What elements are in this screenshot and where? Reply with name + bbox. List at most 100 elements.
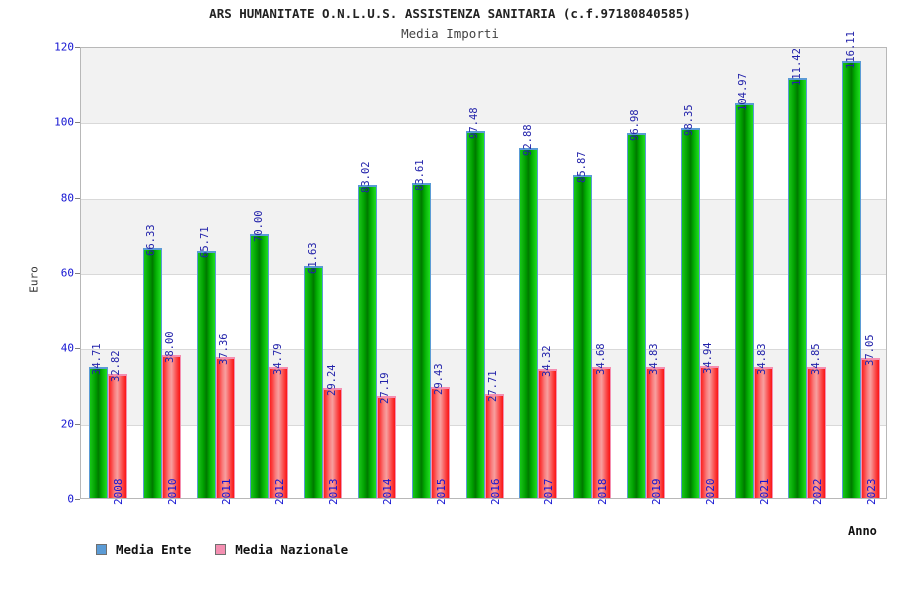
bar-value-label: 34.83 [756,343,768,375]
y-tick-label: 20 [60,417,74,431]
bar-ente-2018[interactable] [573,174,593,498]
bar-naz-2012[interactable] [269,366,289,498]
y-tick-label: 120 [54,40,74,54]
x-tick-label-2012: 2012 [273,478,287,506]
y-tick-label: 0 [67,492,74,506]
y-tick-label: 100 [54,115,74,129]
bar-naz-2023[interactable] [861,358,881,498]
bar-naz-2015[interactable] [430,387,450,498]
x-axis-label: Anno [848,524,877,538]
bar-naz-2018[interactable] [592,367,612,498]
bar-ente-2011[interactable] [196,250,216,498]
x-tick-label-2018: 2018 [596,478,610,506]
x-tick-label-2016: 2016 [488,478,502,506]
bar-value-label: 61.63 [306,242,319,274]
y-tick-mark [75,273,80,274]
legend-item-media-ente[interactable]: Media Ente [96,542,191,557]
bar-ente-2017[interactable] [519,148,539,498]
bar-value-label: 96.98 [629,109,642,141]
bar-ente-2008[interactable] [88,367,108,498]
bar-naz-2019[interactable] [645,366,665,498]
bar-ente-2022[interactable] [788,78,808,498]
bar-ente-2015[interactable] [411,183,431,498]
y-tick-mark [75,423,80,425]
legend-swatch-icon [215,544,227,555]
bar-naz-2011[interactable] [215,357,235,498]
x-tick-label-2015: 2015 [434,478,448,506]
bar-naz-2010[interactable] [161,354,181,498]
x-tick-label-2010: 2010 [165,478,179,506]
x-tick-label-2022: 2022 [811,478,825,506]
bar-naz-2021[interactable] [753,366,773,498]
bar-naz-2020[interactable] [699,366,719,498]
legend-label: Media Nazionale [235,542,349,557]
bar-ente-2012[interactable] [250,234,270,498]
bar-value-label: 32.82 [110,350,123,383]
x-tick-label-2021: 2021 [757,478,771,506]
y-axis-label: Euro [27,266,41,293]
bar-naz-2016[interactable] [484,393,504,498]
x-tick-label-2023: 2023 [865,478,879,506]
y-tick-mark [75,47,80,48]
bar-value-label: 38.00 [164,331,177,363]
bar-ente-2010[interactable] [142,248,162,498]
bar-naz-2017[interactable] [538,368,558,498]
bar-ente-2020[interactable] [680,127,700,498]
bar-naz-2022[interactable] [807,366,827,498]
bar-value-label: 34.71 [91,343,104,376]
x-tick-label-2017: 2017 [542,478,556,506]
gridline [81,123,886,125]
bar-value-label: 85.87 [575,150,588,183]
x-tick-label-2019: 2019 [649,478,663,506]
bar-ente-2014[interactable] [357,185,377,498]
x-tick-label-2013: 2013 [327,478,341,506]
bar-value-label: 65.71 [199,226,211,259]
chart-subtitle: Media Importi [401,26,499,41]
bar-ente-2016[interactable] [465,130,485,498]
bar-ente-2013[interactable] [304,265,324,498]
bar-value-label: 70.00 [252,210,265,243]
y-tick-mark [75,197,80,199]
bar-value-label: 98.35 [683,103,696,136]
bar-value-label: 34.83 [648,343,661,375]
legend-item-media-nazionale[interactable]: Media Nazionale [215,542,348,557]
bar-value-label: 111.42 [790,48,803,87]
x-tick-label-2020: 2020 [703,478,717,506]
bar-value-label: 34.68 [594,343,607,376]
bar-value-label: 116.11 [844,30,857,69]
x-tick-label-2014: 2014 [380,478,394,506]
bar-naz-2013[interactable] [323,387,343,498]
bar-ente-2023[interactable] [842,60,862,498]
y-tick-mark [75,348,80,350]
bar-value-label: 83.61 [414,159,427,192]
y-tick-mark [75,122,80,124]
bar-ente-2021[interactable] [734,102,754,498]
bar-value-label: 27.19 [379,371,392,404]
y-tick-label: 60 [60,266,74,280]
bar-value-label: 29.24 [325,364,338,396]
bar-value-label: 34.32 [540,345,553,377]
bar-value-label: 92.88 [521,124,534,157]
chart-legend: Media Ente Media Nazionale [96,542,348,557]
bar-value-label: 104.97 [737,72,749,111]
plot-area: 34.71 32.82 66.33 38.00 65.71 37.36 70.00 34.79… [80,31,887,499]
bar-value-label: 66.33 [145,224,158,257]
legend-label: Media Ente [116,542,192,557]
bar-naz-2014[interactable] [376,395,396,498]
bar-value-label: 27.71 [487,370,499,402]
bar-value-label: 34.79 [271,343,284,375]
bar-value-label: 34.94 [702,342,715,375]
y-tick-label: 40 [60,341,74,355]
chart-title: ARS HUMANITATE O.N.L.U.S. ASSISTENZA SAN… [209,6,691,21]
plot-band [81,48,886,124]
y-tick-label: 80 [60,191,74,205]
bar-value-label: 37.36 [218,333,230,366]
bar-value-label: 97.48 [468,107,480,139]
x-tick-label-2008: 2008 [111,478,125,506]
bar-value-label: 29.43 [433,363,446,396]
bar-ente-2019[interactable] [626,132,646,498]
bar-naz-2008[interactable] [107,374,127,498]
bar-value-label: 37.05 [863,334,876,367]
y-tick-mark [75,499,80,500]
